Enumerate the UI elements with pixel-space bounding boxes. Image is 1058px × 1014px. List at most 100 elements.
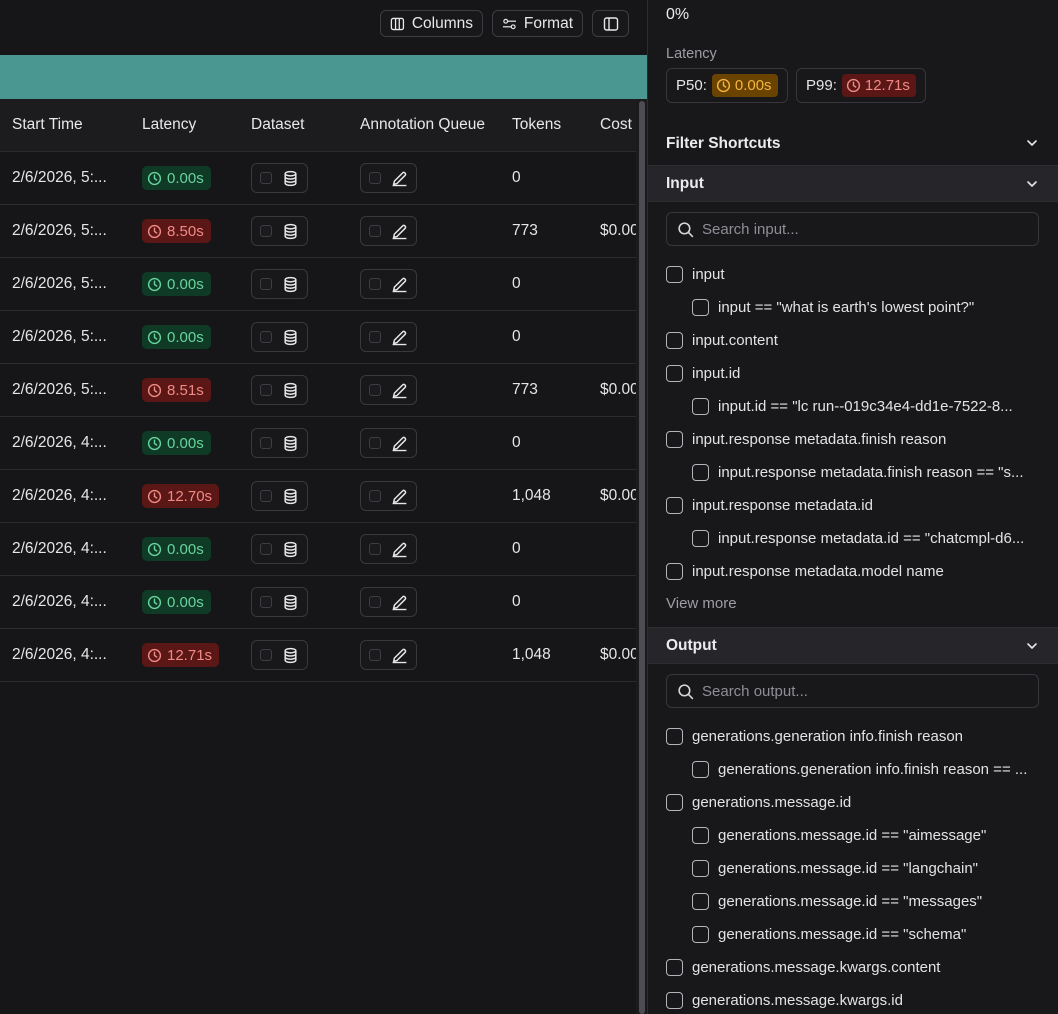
annotation-checkbox[interactable]	[369, 437, 381, 449]
filter-value-option[interactable]: generations.generation info.finish reaso…	[692, 757, 1027, 781]
add-to-annotation-queue-cell[interactable]	[360, 587, 417, 617]
table-row[interactable]: 2/6/2026, 4:... 12.70s 1,048 $0.00	[0, 470, 636, 523]
dataset-checkbox[interactable]	[260, 172, 272, 184]
annotation-checkbox[interactable]	[369, 384, 381, 396]
filter-value-option[interactable]: input.id == "lc run--019c34e4-dd1e-7522-…	[692, 394, 1013, 418]
filter-checkbox[interactable]	[692, 529, 709, 547]
table-row[interactable]: 2/6/2026, 5:... 0.00s 0	[0, 311, 636, 364]
filter-checkbox[interactable]	[666, 991, 683, 1009]
filter-value-option[interactable]: input.response metadata.finish reason ==…	[692, 460, 1024, 484]
filter-checkbox[interactable]	[692, 859, 709, 877]
add-to-dataset-cell[interactable]	[251, 428, 308, 458]
filter-value-option[interactable]: input.response metadata.id == "chatcmpl-…	[692, 526, 1024, 550]
table-row[interactable]: 2/6/2026, 4:... 12.71s 1,048 $0.00	[0, 629, 636, 682]
filter-value-option[interactable]: generations.message.id == "langchain"	[692, 856, 978, 880]
annotation-checkbox[interactable]	[369, 490, 381, 502]
filter-field-option[interactable]: input.response metadata.model name	[666, 559, 944, 583]
filter-checkbox[interactable]	[692, 892, 709, 910]
filter-field-option[interactable]: input.response metadata.finish reason	[666, 427, 946, 451]
filter-checkbox[interactable]	[666, 430, 683, 448]
dataset-checkbox[interactable]	[260, 596, 272, 608]
filter-value-option[interactable]: input == "what is earth's lowest point?"	[692, 295, 974, 319]
annotation-checkbox[interactable]	[369, 331, 381, 343]
filter-checkbox[interactable]	[666, 793, 683, 811]
filter-checkbox[interactable]	[692, 760, 709, 778]
add-to-annotation-queue-cell[interactable]	[360, 640, 417, 670]
filter-checkbox[interactable]	[692, 826, 709, 844]
search-input-field[interactable]: Search input...	[666, 212, 1039, 246]
filter-checkbox[interactable]	[666, 265, 683, 283]
table-row[interactable]: 2/6/2026, 4:... 0.00s 0	[0, 417, 636, 470]
table-row[interactable]: 2/6/2026, 5:... 8.50s 773 $0.00	[0, 205, 636, 258]
table-row[interactable]: 2/6/2026, 5:... 8.51s 773 $0.00	[0, 364, 636, 417]
filter-field-option[interactable]: generations.message.kwargs.content	[666, 955, 940, 979]
header-dataset[interactable]: Dataset	[251, 116, 305, 133]
dataset-checkbox[interactable]	[260, 278, 272, 290]
output-section-header[interactable]: Output	[648, 627, 1058, 664]
add-to-annotation-queue-cell[interactable]	[360, 534, 417, 564]
add-to-dataset-cell[interactable]	[251, 269, 308, 299]
filter-value-option[interactable]: generations.message.id == "schema"	[692, 922, 966, 946]
annotation-checkbox[interactable]	[369, 543, 381, 555]
header-start-time[interactable]: Start Time	[12, 116, 83, 133]
annotation-checkbox[interactable]	[369, 278, 381, 290]
add-to-annotation-queue-cell[interactable]	[360, 322, 417, 352]
table-row[interactable]: 2/6/2026, 4:... 0.00s 0	[0, 523, 636, 576]
add-to-annotation-queue-cell[interactable]	[360, 163, 417, 193]
add-to-annotation-queue-cell[interactable]	[360, 269, 417, 299]
dataset-checkbox[interactable]	[260, 384, 272, 396]
dataset-checkbox[interactable]	[260, 437, 272, 449]
dataset-checkbox[interactable]	[260, 490, 272, 502]
filter-checkbox[interactable]	[692, 925, 709, 943]
header-tokens[interactable]: Tokens	[512, 116, 562, 133]
filter-field-option[interactable]: generations.message.id	[666, 790, 851, 814]
dataset-checkbox[interactable]	[260, 649, 272, 661]
header-cost[interactable]: Cost	[600, 116, 632, 133]
filter-checkbox[interactable]	[666, 331, 683, 349]
filter-field-option[interactable]: input.content	[666, 328, 778, 352]
filter-field-option[interactable]: generations.generation info.finish reaso…	[666, 724, 963, 748]
toggle-panel-button[interactable]	[592, 10, 629, 37]
filter-value-option[interactable]: generations.message.id == "aimessage"	[692, 823, 986, 847]
input-section-header[interactable]: Input	[648, 165, 1058, 202]
filter-field-option[interactable]: input.id	[666, 361, 740, 385]
header-annotation-queue[interactable]: Annotation Queue	[360, 116, 485, 133]
add-to-dataset-cell[interactable]	[251, 534, 308, 564]
view-more-link[interactable]: View more	[666, 595, 737, 612]
filter-checkbox[interactable]	[666, 727, 683, 745]
annotation-checkbox[interactable]	[369, 225, 381, 237]
annotation-checkbox[interactable]	[369, 649, 381, 661]
annotation-checkbox[interactable]	[369, 172, 381, 184]
filter-checkbox[interactable]	[666, 562, 683, 580]
dataset-checkbox[interactable]	[260, 225, 272, 237]
add-to-annotation-queue-cell[interactable]	[360, 428, 417, 458]
add-to-dataset-cell[interactable]	[251, 163, 308, 193]
add-to-annotation-queue-cell[interactable]	[360, 481, 417, 511]
filter-value-option[interactable]: generations.message.id == "messages"	[692, 889, 982, 913]
table-row[interactable]: 2/6/2026, 5:... 0.00s 0	[0, 152, 636, 205]
filter-field-option[interactable]: generations.message.kwargs.id	[666, 988, 903, 1012]
filter-checkbox[interactable]	[666, 364, 683, 382]
table-row[interactable]: 2/6/2026, 4:... 0.00s 0	[0, 576, 636, 629]
filter-shortcuts-header[interactable]: Filter Shortcuts	[648, 125, 1058, 162]
dataset-checkbox[interactable]	[260, 331, 272, 343]
filter-field-option[interactable]: input	[666, 262, 725, 286]
filter-checkbox[interactable]	[666, 958, 683, 976]
add-to-dataset-cell[interactable]	[251, 322, 308, 352]
filter-checkbox[interactable]	[692, 298, 709, 316]
dataset-checkbox[interactable]	[260, 543, 272, 555]
add-to-dataset-cell[interactable]	[251, 481, 308, 511]
add-to-dataset-cell[interactable]	[251, 587, 308, 617]
add-to-dataset-cell[interactable]	[251, 375, 308, 405]
annotation-checkbox[interactable]	[369, 596, 381, 608]
add-to-dataset-cell[interactable]	[251, 216, 308, 246]
search-output-field[interactable]: Search output...	[666, 674, 1039, 708]
columns-button[interactable]: Columns	[380, 10, 483, 37]
format-button[interactable]: Format	[492, 10, 583, 37]
filter-field-option[interactable]: input.response metadata.id	[666, 493, 873, 517]
add-to-annotation-queue-cell[interactable]	[360, 375, 417, 405]
add-to-dataset-cell[interactable]	[251, 640, 308, 670]
header-latency[interactable]: Latency	[142, 116, 197, 133]
filter-checkbox[interactable]	[666, 496, 683, 514]
filter-checkbox[interactable]	[692, 463, 709, 481]
